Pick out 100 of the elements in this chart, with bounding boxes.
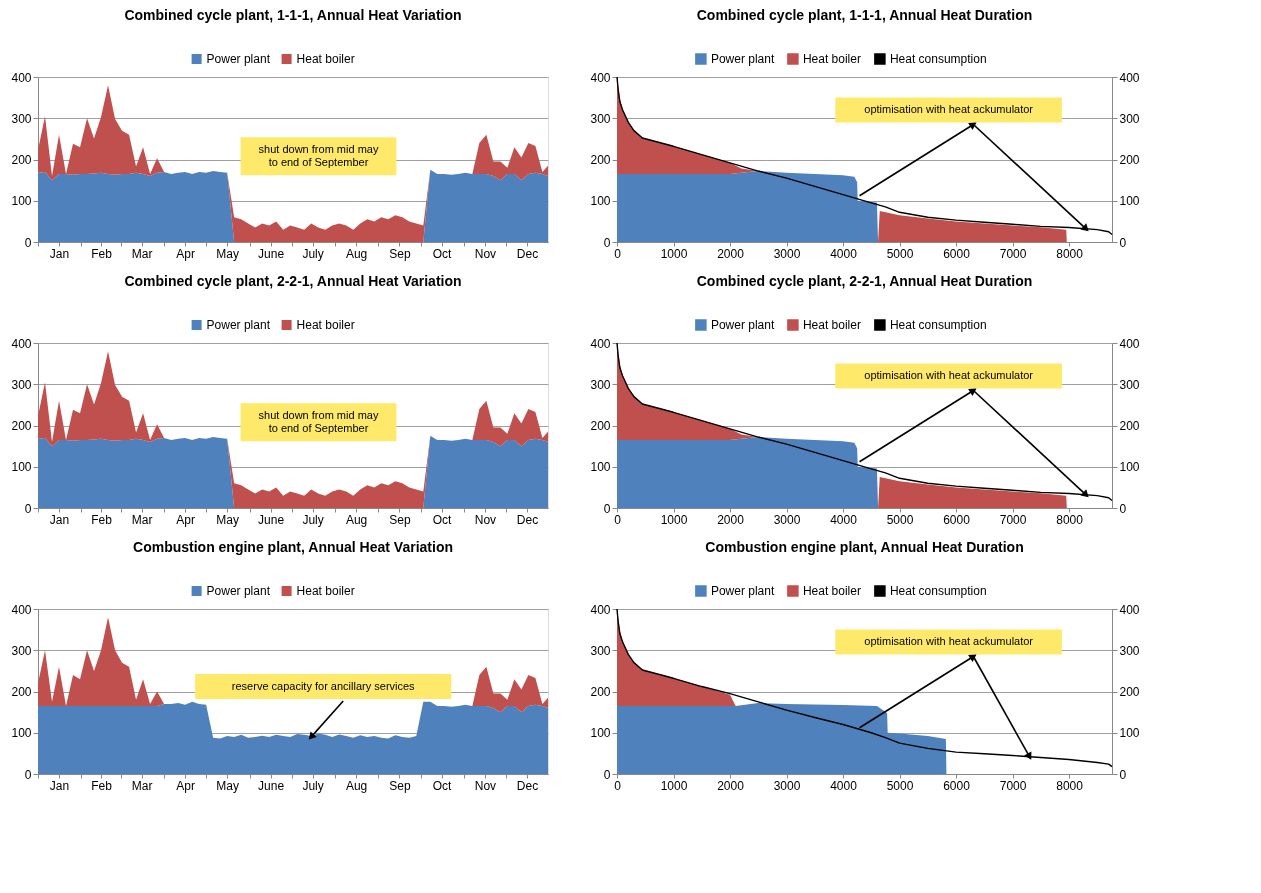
x-tick-label: Mar (131, 512, 153, 527)
x-tick-label: 5000 (886, 512, 914, 527)
y-tick-label: 400 (11, 336, 32, 351)
legend-label: Heat consumption (889, 318, 987, 332)
x-tick-label: Oct (432, 778, 453, 793)
y-tick-label: 200 (590, 153, 611, 167)
y-tick-label: 300 (590, 643, 611, 658)
legend-label: Power plant (206, 584, 271, 598)
chart-title: Combined cycle plant, 2-2-1, Annual Heat Duration (696, 273, 1033, 289)
x-tick-label: 7000 (999, 246, 1027, 261)
x-tick-label: July (302, 246, 324, 261)
legend-label: Heat boiler (296, 52, 355, 66)
x-tick-label: Jan (49, 512, 70, 527)
x-tick-label: Aug (345, 512, 368, 527)
legend-label: Heat boiler (296, 584, 355, 598)
legend-label: Power plant (710, 52, 775, 66)
x-tick-label: July (302, 512, 324, 527)
x-tick-label: Nov (474, 246, 497, 261)
x-tick-label: Oct (432, 246, 453, 261)
x-tick-label: Apr (176, 246, 195, 261)
y-tick-label: 0 (24, 767, 32, 782)
x-tick-label: 0 (614, 512, 622, 527)
y-tick-label: 0 (24, 235, 32, 250)
annotation: reserve capacity for ancillary services (231, 679, 416, 692)
annotation: optimisation with heat ackumulator (864, 369, 1034, 381)
y-tick-label: 200 (590, 419, 611, 433)
y-tick-label: 100 (590, 194, 611, 209)
y2-tick-label: 100 (1119, 194, 1140, 209)
annotation: optimisation with heat ackumulator (864, 635, 1034, 647)
y-tick-label: 400 (11, 602, 32, 617)
x-tick-label: 0 (614, 246, 622, 261)
x-tick-label: 6000 (943, 778, 971, 793)
x-tick-label: 4000 (830, 512, 858, 527)
y-tick-label: 400 (590, 336, 611, 351)
y-tick-label: 300 (590, 111, 611, 126)
chart-title: Combined cycle plant, 1-1-1, Annual Heat Variation (124, 7, 462, 23)
legend-label: Heat boiler (802, 52, 861, 66)
y2-tick-label: 0 (1119, 235, 1127, 250)
x-tick-label: 0 (614, 778, 622, 793)
chart-title: Combined cycle plant, 1-1-1, Annual Heat Duration (696, 7, 1033, 23)
x-tick-label: 1000 (660, 246, 688, 261)
x-tick-label: Feb (91, 778, 113, 793)
y-tick-label: 100 (11, 726, 32, 741)
x-tick-label: 6000 (943, 246, 971, 261)
legend-label: Heat consumption (889, 52, 987, 66)
x-tick-label: Apr (176, 778, 195, 793)
y2-tick-label: 400 (1119, 602, 1140, 617)
legend-label: Heat consumption (889, 584, 987, 598)
legend-label: Power plant (710, 584, 775, 598)
annotation: optimisation with heat ackumulator (864, 103, 1034, 115)
legend-label: Heat boiler (296, 318, 355, 332)
x-tick-label: June (258, 246, 285, 261)
x-tick-label: 7000 (999, 512, 1027, 527)
y-tick-label: 0 (603, 501, 611, 516)
legend-label: Power plant (710, 318, 775, 332)
x-tick-label: 5000 (886, 778, 914, 793)
x-tick-label: May (216, 778, 239, 793)
x-tick-label: Nov (474, 778, 497, 793)
y-tick-label: 300 (11, 377, 32, 392)
legend-label: Power plant (206, 52, 271, 66)
y-tick-label: 400 (11, 70, 32, 85)
legend-label: Power plant (206, 318, 271, 332)
y2-tick-label: 300 (1119, 111, 1140, 126)
chart-title: Combustion engine plant, Annual Heat Duration (705, 539, 1024, 555)
y2-tick-label: 100 (1119, 460, 1140, 475)
x-tick-label: Oct (432, 512, 453, 527)
x-tick-label: Mar (131, 778, 153, 793)
y-tick-label: 200 (11, 685, 32, 699)
x-tick-label: July (302, 778, 324, 793)
y-tick-label: 100 (11, 460, 32, 475)
x-tick-label: 6000 (943, 512, 971, 527)
y2-tick-label: 200 (1119, 153, 1140, 167)
x-tick-label: May (216, 246, 239, 261)
x-tick-label: June (258, 778, 285, 793)
x-tick-label: 8000 (1056, 246, 1084, 261)
x-tick-label: Aug (345, 778, 368, 793)
x-tick-label: 4000 (830, 778, 858, 793)
x-tick-label: Dec (516, 512, 539, 527)
y-tick-label: 0 (603, 235, 611, 250)
chart-title: Combustion engine plant, Annual Heat Variation (133, 539, 453, 555)
x-tick-label: 2000 (717, 512, 745, 527)
y2-tick-label: 300 (1119, 643, 1140, 658)
y2-tick-label: 200 (1119, 419, 1140, 433)
x-tick-label: Apr (176, 512, 195, 527)
x-tick-label: 1000 (660, 512, 688, 527)
x-tick-label: Mar (131, 246, 153, 261)
y-tick-label: 200 (590, 685, 611, 699)
y-tick-label: 0 (603, 767, 611, 782)
x-tick-label: Jan (49, 778, 70, 793)
x-tick-label: 3000 (773, 778, 801, 793)
legend-label: Heat boiler (802, 584, 861, 598)
x-tick-label: 4000 (830, 246, 858, 261)
y-tick-label: 100 (590, 460, 611, 475)
annotation: shut down from mid may to end of September (258, 142, 379, 168)
x-tick-label: 3000 (773, 512, 801, 527)
y2-tick-label: 300 (1119, 377, 1140, 392)
x-tick-label: Feb (91, 246, 113, 261)
x-tick-label: 2000 (717, 778, 745, 793)
x-tick-label: Sep (389, 246, 411, 261)
y2-tick-label: 100 (1119, 726, 1140, 741)
